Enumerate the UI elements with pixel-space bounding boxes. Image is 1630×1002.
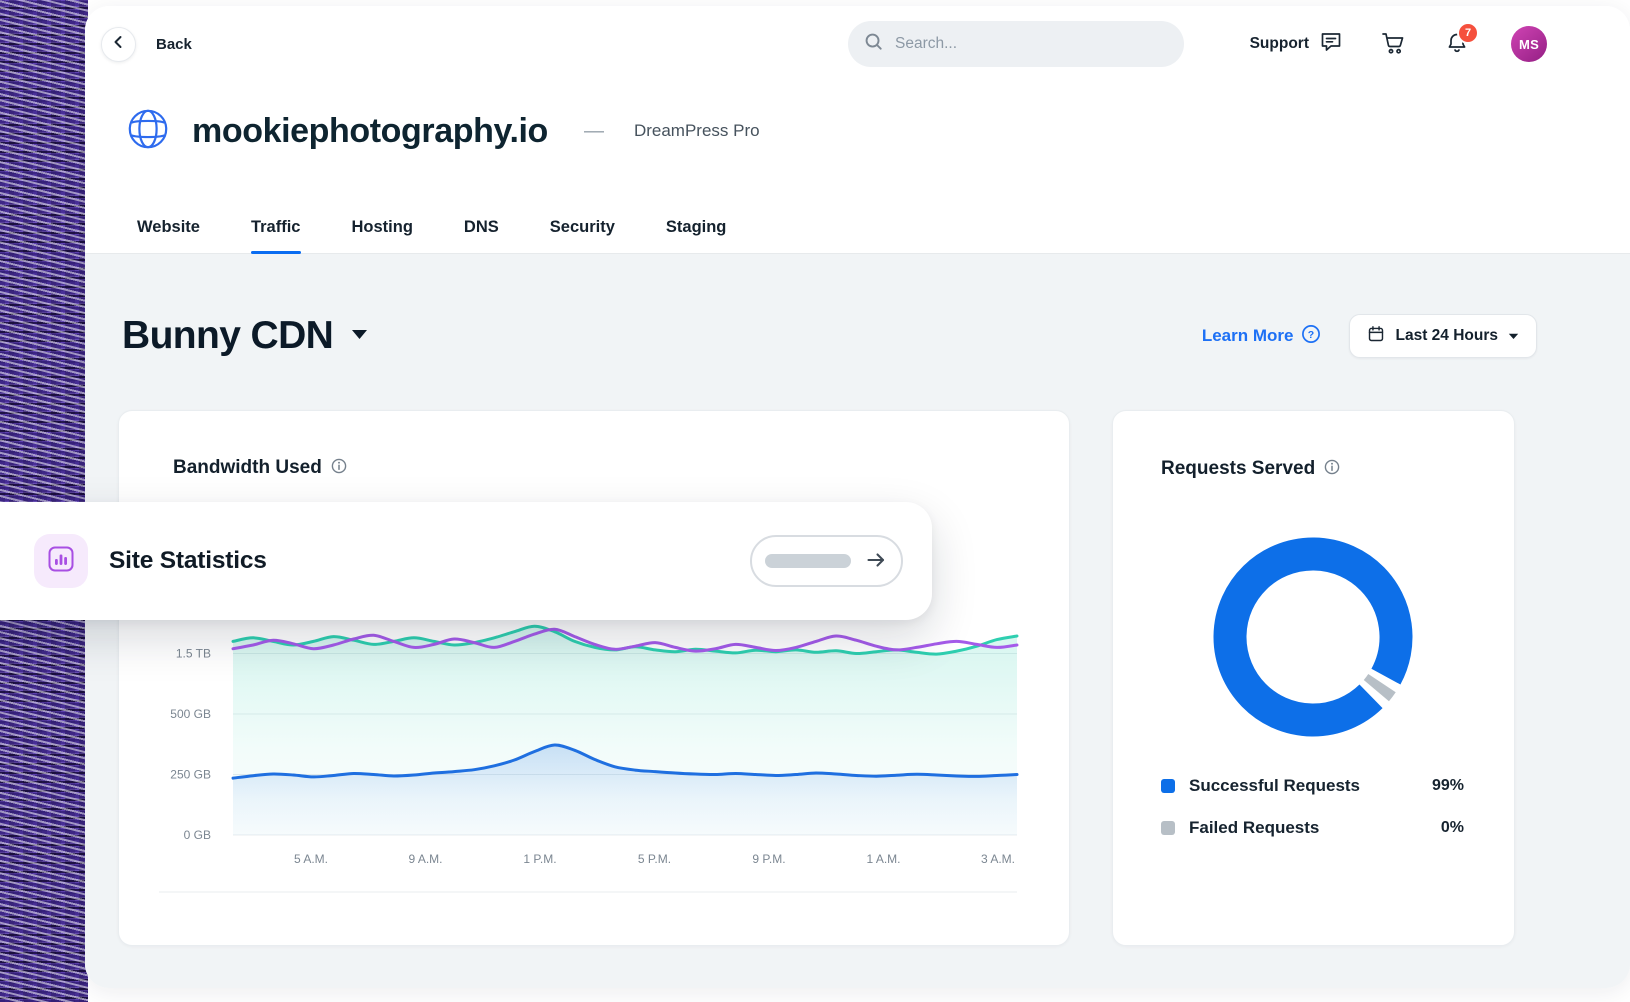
tab-bar: Website Traffic Hosting DNS Security Sta… [85,202,1630,254]
cart-button[interactable] [1381,31,1407,58]
site-statistics-action-button[interactable] [750,535,903,587]
site-plan-label: DreamPress Pro [633,121,760,140]
svg-text:5 A.M.: 5 A.M. [294,852,328,866]
decorative-noise-strip [0,0,88,1002]
svg-text:3 A.M.: 3 A.M. [981,852,1015,866]
requests-card-title: Requests Served [1161,458,1316,479]
topbar-actions: Support 7 MS [1250,6,1547,82]
tab-security[interactable]: Security [549,218,615,236]
globe-icon [126,107,170,156]
content-area: Bunny CDN Learn More ? [85,254,1630,988]
time-range-label: Last 24 Hours [1395,327,1498,344]
svg-text:9 A.M.: 9 A.M. [408,852,442,866]
requests-served-card: Requests Served Successful Requests 99% … [1112,410,1515,946]
back-control: Back [101,6,192,82]
top-bar: Back Support [85,6,1630,82]
tab-hosting[interactable]: Hosting [351,218,413,236]
bandwidth-card-header: Bandwidth Used [173,457,347,479]
svg-text:1 P.M.: 1 P.M. [523,852,556,866]
time-range-selector[interactable]: Last 24 Hours [1349,314,1537,358]
learn-more-link[interactable]: Learn More ? [1202,324,1322,349]
site-statistics-title: Site Statistics [109,547,267,574]
site-statistics-popover: Site Statistics [0,502,932,620]
successful-requests-value: 99% [1431,777,1464,794]
notifications-button[interactable]: 7 [1445,21,1479,58]
support-label: Support [1249,35,1309,52]
arrow-right-icon [864,548,888,575]
bandwidth-used-card: Bandwidth Used 0 GB 250 GB 500 GB 1.5 TB 5 A… [118,410,1070,946]
cdn-selector[interactable]: Bunny CDN [122,314,368,358]
page-toolbar: Bunny CDN Learn More ? [122,304,1537,368]
svg-text:5 P.M.: 5 P.M. [638,852,671,866]
failed-requests-label: Failed Requests [1189,818,1320,837]
tab-dns[interactable]: DNS [463,218,499,236]
svg-text:9 P.M.: 9 P.M. [752,852,785,866]
tab-website[interactable]: Website [137,218,200,236]
legend-row-failed: Failed Requests 0% [1161,815,1464,841]
app-window: Back Support [85,6,1630,988]
svg-text:500 GB: 500 GB [170,707,211,721]
legend-row-successful: Successful Requests 99% [1161,773,1464,799]
back-label[interactable]: Back [156,35,192,53]
failed-requests-value: 0% [1440,819,1464,836]
info-icon[interactable] [1324,459,1340,480]
tab-staging[interactable]: Staging [665,218,727,236]
calendar-icon [1367,325,1385,348]
search-icon [864,32,883,56]
site-statistics-icon [34,534,88,588]
svg-text:250 GB: 250 GB [170,768,211,782]
site-separator: — [583,119,604,142]
bandwidth-card-title: Bandwidth Used [173,457,322,478]
chevron-down-icon [351,327,368,345]
search-box [848,21,1184,67]
bandwidth-line-chart: 0 GB 250 GB 500 GB 1.5 TB 5 A.M. 9 A.M. 1 P.M.… [159,624,1019,893]
page-title: Bunny CDN [122,314,334,357]
requests-legend: Successful Requests 99% Failed Requests … [1161,773,1464,841]
chat-icon [1319,30,1343,59]
tab-traffic[interactable]: Traffic [250,202,301,254]
svg-text:1 A.M.: 1 A.M. [866,852,900,866]
failed-requests-swatch [1161,821,1175,835]
site-domain: mookiephotography.io [192,111,548,150]
support-link[interactable]: Support [1250,30,1343,59]
cart-icon [1381,31,1407,58]
help-icon: ? [1301,324,1321,349]
chevron-left-icon [109,32,129,57]
notification-badge: 7 [1457,21,1479,44]
svg-text:1.5 TB: 1.5 TB [176,647,211,661]
toolbar-right: Learn More ? Last 24 Hours [1202,314,1537,358]
button-label-placeholder [765,554,851,568]
successful-requests-label: Successful Requests [1189,776,1361,795]
back-button[interactable] [101,26,136,62]
site-header: mookiephotography.io — DreamPress Pro [126,82,760,180]
svg-text:0 GB: 0 GB [184,828,211,842]
search-input[interactable] [895,35,1168,53]
avatar-initials: MS [1518,36,1540,52]
svg-text:?: ? [1308,328,1314,340]
caret-down-icon [1508,327,1519,345]
bar-chart-icon [48,546,74,577]
learn-more-label: Learn More [1201,326,1294,345]
info-icon[interactable] [331,458,347,479]
account-avatar[interactable]: MS [1511,26,1547,62]
requests-donut-chart [1213,537,1413,737]
successful-requests-swatch [1161,779,1175,793]
requests-card-header: Requests Served [1161,458,1340,480]
